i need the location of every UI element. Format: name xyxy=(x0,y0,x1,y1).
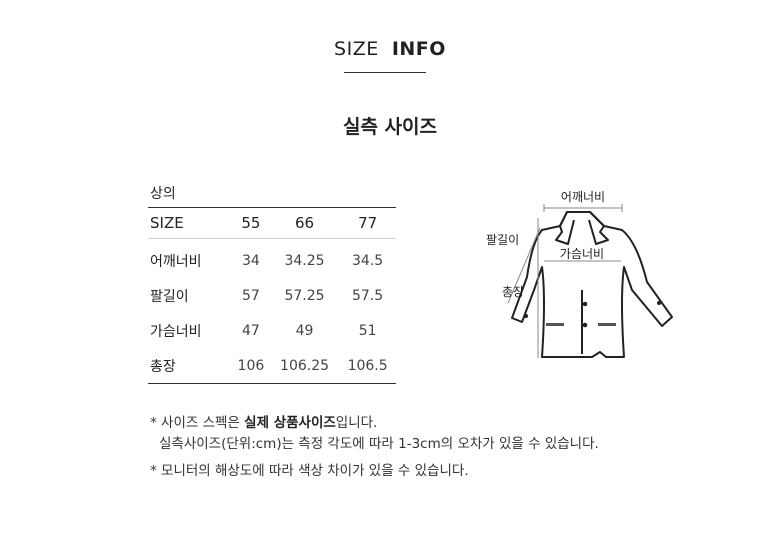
cell: 51 xyxy=(358,322,377,339)
note-bold: 실제 상품사이즈 xyxy=(244,415,336,431)
notes: * 사이즈 스펙은 실제 상품사이즈입니다. 실측사이즈(단위:cm)는 측정 … xyxy=(150,413,599,482)
title-bold: INFO xyxy=(391,38,446,60)
title-light: SIZE xyxy=(334,38,379,60)
size-table: SIZE 55 66 77 어깨너비 34 34.25 34.5 팔길이 57 57.25… xyxy=(148,207,396,384)
shoulder-label: 어깨너비 xyxy=(561,190,605,204)
cell: 34.25 xyxy=(284,252,325,269)
note-text: * 사이즈 스펙은 xyxy=(150,415,245,431)
buttons-icon xyxy=(524,301,661,328)
row-label: 어깨너비 xyxy=(150,253,202,270)
jacket-diagram: 어깨너비 팔길이 가슴너비 총장 xyxy=(486,190,673,358)
title-underline xyxy=(344,72,426,73)
column-header: 55 xyxy=(241,214,261,232)
column-header: SIZE xyxy=(150,214,184,232)
table-row: 총장 106 106.25 106.5 xyxy=(148,348,396,384)
column-header: 66 xyxy=(294,214,315,232)
table-row: 가슴너비 47 49 51 xyxy=(148,313,396,348)
cell: 106.25 xyxy=(280,357,330,374)
chest-label: 가슴너비 xyxy=(560,247,604,261)
cell: 47 xyxy=(242,322,260,339)
cell: 57 xyxy=(242,287,260,304)
cell: 34 xyxy=(242,252,260,269)
page-subtitle: 실측 사이즈 xyxy=(342,116,437,138)
category-label: 상의 xyxy=(150,186,176,202)
note-text: 입니다. xyxy=(335,415,378,431)
table-row: 어깨너비 34 34.25 34.5 xyxy=(148,239,396,279)
column-header: 77 xyxy=(358,214,378,232)
cell: 106.5 xyxy=(347,357,388,374)
row-label: 팔길이 xyxy=(150,288,189,305)
cell: 49 xyxy=(295,322,314,339)
jacket-outline xyxy=(511,211,673,358)
cell: 34.5 xyxy=(352,252,384,269)
table-row: 팔길이 57 57.25 57.5 xyxy=(148,278,396,313)
row-label: 가슴너비 xyxy=(150,323,202,340)
cell: 57.5 xyxy=(352,287,384,304)
note-1: * 사이즈 스펙은 실제 상품사이즈입니다. xyxy=(150,413,599,434)
cell: 57.25 xyxy=(284,287,325,304)
note-2: 실측사이즈(단위:cm)는 측정 각도에 따라 1-3cm의 오차가 있을 수 … xyxy=(159,436,599,452)
cell: 106 xyxy=(237,357,265,374)
length-label: 총장 xyxy=(502,285,524,299)
note-3: * 모니터의 해상도에 따라 색상 차이가 있을 수 있습니다. xyxy=(150,463,469,479)
row-label: 총장 xyxy=(150,358,176,375)
table-header-row: SIZE 55 66 77 xyxy=(148,207,396,239)
sleeve-label: 팔길이 xyxy=(486,233,519,247)
section-title: SIZE INFO xyxy=(0,38,780,60)
measure-lines xyxy=(507,204,623,358)
